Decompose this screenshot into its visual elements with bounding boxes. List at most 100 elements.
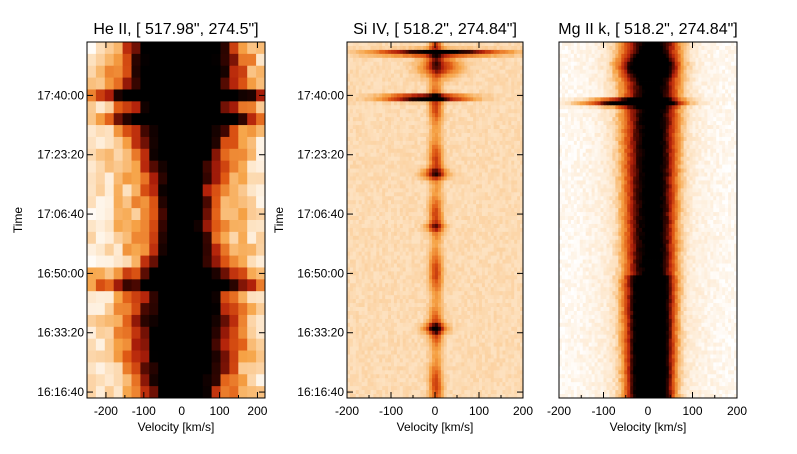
heatmap-cell bbox=[176, 339, 185, 351]
heatmap-cell bbox=[467, 117, 470, 121]
heatmap-cell bbox=[397, 101, 400, 105]
heatmap-cell bbox=[194, 184, 203, 196]
heatmap-cell bbox=[476, 240, 479, 244]
heatmap-cell bbox=[417, 319, 420, 323]
heatmap-cell bbox=[403, 240, 406, 244]
heatmap-cell bbox=[435, 66, 438, 70]
heatmap-cell bbox=[420, 78, 423, 82]
heatmap-cell bbox=[508, 165, 511, 169]
heatmap-cell bbox=[420, 279, 423, 283]
heatmap-cell bbox=[491, 196, 494, 200]
heatmap-cell bbox=[185, 256, 194, 268]
heatmap-cell bbox=[450, 204, 453, 208]
heatmap-cell bbox=[149, 315, 158, 327]
heatmap-cell bbox=[140, 125, 149, 137]
heatmap-cell bbox=[476, 180, 479, 184]
heatmap-cell bbox=[356, 291, 359, 295]
heatmap-cell bbox=[467, 121, 470, 125]
heatmap-cell bbox=[426, 303, 429, 307]
heatmap-cell bbox=[511, 157, 514, 161]
heatmap-cell bbox=[429, 145, 432, 149]
heatmap-cell bbox=[123, 125, 132, 137]
heatmap-cell bbox=[494, 74, 497, 78]
heatmap-cell bbox=[417, 327, 420, 331]
heatmap-cell bbox=[470, 248, 473, 252]
heatmap-cell bbox=[508, 173, 511, 177]
heatmap-cell bbox=[353, 188, 356, 192]
heatmap-cell bbox=[479, 228, 482, 232]
heatmap-cell bbox=[447, 260, 450, 264]
heatmap-cell bbox=[423, 66, 426, 70]
heatmap-cell bbox=[514, 165, 517, 169]
heatmap-cell bbox=[376, 216, 379, 220]
heatmap-cell bbox=[417, 283, 420, 287]
heatmap-cell bbox=[417, 232, 420, 236]
heatmap-cell bbox=[453, 295, 456, 299]
heatmap-cell bbox=[400, 184, 403, 188]
heatmap-cell bbox=[388, 86, 391, 90]
heatmap-cell bbox=[426, 149, 429, 153]
heatmap-cell bbox=[453, 153, 456, 157]
heatmap-cell bbox=[359, 42, 362, 46]
heatmap-cell bbox=[488, 303, 491, 307]
heatmap-cell bbox=[176, 351, 185, 363]
heatmap-cell bbox=[365, 319, 368, 323]
heatmap-cell bbox=[409, 228, 412, 232]
heatmap-cell bbox=[403, 161, 406, 165]
heatmap-cell bbox=[488, 208, 491, 212]
heatmap-cell bbox=[497, 216, 500, 220]
heatmap-cell bbox=[420, 153, 423, 157]
heatmap-cell bbox=[458, 311, 461, 315]
heatmap-cell bbox=[353, 42, 356, 46]
heatmap-cell bbox=[212, 137, 221, 149]
heatmap-cell bbox=[391, 121, 394, 125]
heatmap-cell bbox=[400, 295, 403, 299]
heatmap-cell bbox=[194, 315, 203, 327]
heatmap-cell bbox=[508, 236, 511, 240]
heatmap-cell bbox=[409, 54, 412, 58]
heatmap-cell bbox=[397, 315, 400, 319]
heatmap-cell bbox=[444, 180, 447, 184]
heatmap-cell bbox=[453, 200, 456, 204]
heatmap-cell bbox=[403, 113, 406, 117]
heatmap-cell bbox=[494, 224, 497, 228]
heatmap-cell bbox=[388, 275, 391, 279]
heatmap-cell bbox=[212, 327, 221, 339]
heatmap-cell bbox=[397, 327, 400, 331]
heatmap-cell bbox=[353, 153, 356, 157]
heatmap-cell bbox=[373, 161, 376, 165]
heatmap-cell bbox=[414, 176, 417, 180]
heatmap-cell bbox=[370, 62, 373, 66]
heatmap-cell bbox=[412, 89, 415, 93]
heatmap-cell bbox=[400, 299, 403, 303]
heatmap-cell bbox=[450, 101, 453, 105]
heatmap-cell bbox=[432, 70, 435, 74]
heatmap-cell bbox=[432, 86, 435, 90]
heatmap-cell bbox=[458, 157, 461, 161]
heatmap-cell bbox=[379, 42, 382, 46]
heatmap-cell bbox=[376, 188, 379, 192]
heatmap-cell bbox=[385, 192, 388, 196]
heatmap-cell bbox=[158, 101, 167, 113]
heatmap-cell bbox=[397, 46, 400, 50]
heatmap-cell bbox=[467, 248, 470, 252]
heatmap-cell bbox=[353, 208, 356, 212]
heatmap-cell bbox=[461, 188, 464, 192]
heatmap-cell bbox=[149, 220, 158, 232]
heatmap-cell bbox=[379, 46, 382, 50]
heatmap-cell bbox=[508, 176, 511, 180]
heatmap-cell bbox=[167, 279, 176, 291]
heatmap-cell bbox=[500, 97, 503, 101]
heatmap-cell bbox=[212, 113, 221, 125]
heatmap-cell bbox=[370, 232, 373, 236]
heatmap-cell bbox=[353, 149, 356, 153]
heatmap-cell bbox=[505, 165, 508, 169]
heatmap-cell bbox=[412, 78, 415, 82]
heatmap-cell bbox=[426, 319, 429, 323]
heatmap-cell bbox=[368, 220, 371, 224]
heatmap-cell bbox=[456, 46, 459, 50]
heatmap-cell bbox=[382, 188, 385, 192]
heatmap-cell bbox=[382, 240, 385, 244]
heatmap-cell bbox=[420, 204, 423, 208]
heatmap-cell bbox=[500, 153, 503, 157]
